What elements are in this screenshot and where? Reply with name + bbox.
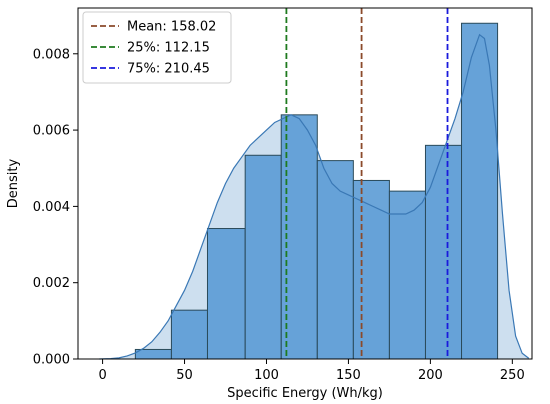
y-tick-label: 0.008 — [33, 47, 70, 62]
legend-label: Mean: 158.02 — [127, 20, 216, 35]
legend-label: 25%: 112.15 — [127, 41, 210, 56]
x-tick-label: 150 — [336, 368, 361, 383]
axes-frame — [77, 7, 533, 360]
legend-box — [82, 11, 232, 84]
histogram-bar-3 — [206, 228, 246, 360]
histogram-bar-9 — [424, 144, 463, 360]
y-tick-label: 0.002 — [33, 276, 70, 291]
x-tick-label: 200 — [418, 368, 443, 383]
histogram-bar-4 — [244, 154, 282, 360]
kde-line — [99, 33, 530, 360]
x-tick-label: 50 — [176, 368, 193, 383]
y-tick-label: 0.000 — [33, 353, 70, 368]
x-tick-label: 250 — [500, 368, 525, 383]
y-tick-label: 0.006 — [33, 124, 70, 139]
tick-layer: 0 50 100 150 200 250 0.000 0.002 0.004 0.006 0.008 — [33, 47, 525, 383]
histogram-bar-7 — [352, 179, 390, 360]
histogram-bar-8 — [388, 190, 426, 360]
histogram-bar-2 — [170, 309, 208, 360]
y-axis-label: Density — [6, 158, 21, 208]
legend-label: 75%: 210.45 — [127, 62, 210, 77]
plot-area — [99, 8, 530, 360]
x-tick-label: 100 — [254, 368, 279, 383]
x-axis-label: Specific Energy (Wh/kg) — [227, 386, 383, 401]
histogram-bar-6 — [316, 160, 354, 360]
histogram-bar-10 — [461, 22, 499, 360]
y-tick-label: 0.004 — [33, 200, 70, 215]
x-tick-label: 0 — [98, 368, 106, 383]
histogram-bar-1 — [134, 348, 172, 360]
legend: Mean: 158.02 25%: 112.15 75%: 210.45 — [82, 11, 232, 84]
